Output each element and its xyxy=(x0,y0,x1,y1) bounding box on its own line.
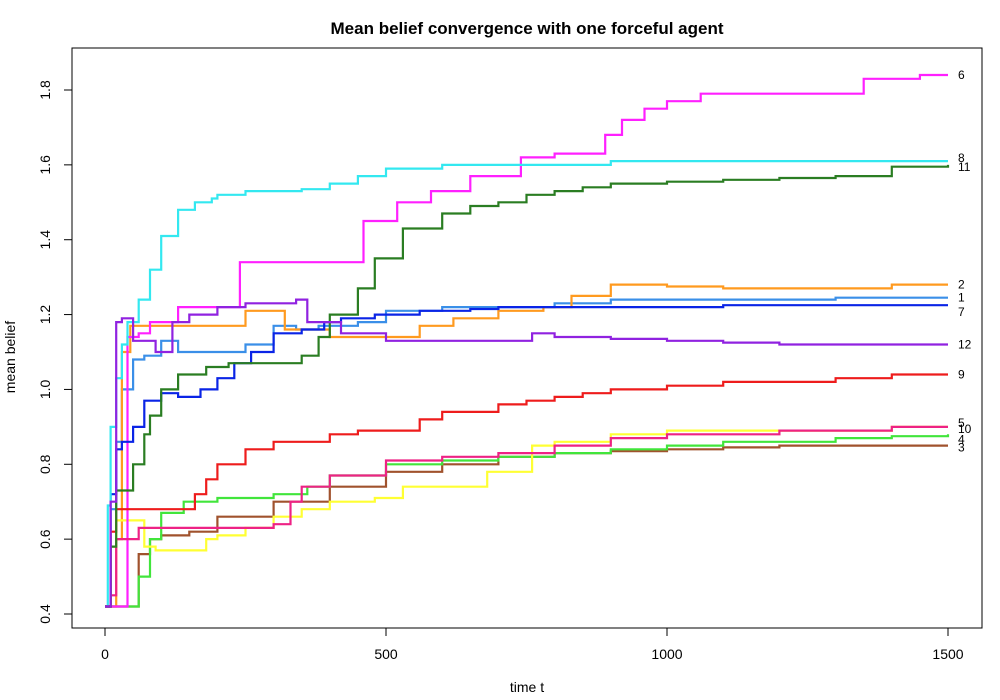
y-axis: 0.4 0.6 0.8 1.0 1.2 1.4 1.6 1.8 xyxy=(37,80,73,624)
series-end-label-5: 5 xyxy=(958,416,965,430)
x-axis-label: time t xyxy=(510,679,544,695)
series-line-2 xyxy=(105,283,948,608)
series-line-9 xyxy=(105,373,948,608)
series-line-10 xyxy=(105,425,948,608)
series-line-7 xyxy=(105,304,948,608)
series-end-label-2: 2 xyxy=(958,278,965,292)
y-tick-label: 1.6 xyxy=(37,155,53,175)
x-axis: 0 500 1000 1500 xyxy=(101,627,964,662)
chart-title: Mean belief convergence with one forcefu… xyxy=(331,19,724,38)
x-tick-label: 1500 xyxy=(932,646,963,662)
y-tick-label: 1.0 xyxy=(37,379,53,399)
series-end-label-12: 12 xyxy=(958,338,972,352)
x-tick-label: 500 xyxy=(374,646,398,662)
x-tick-label: 0 xyxy=(101,646,109,662)
x-tick-label: 1000 xyxy=(651,646,682,662)
series-end-label-1: 1 xyxy=(958,291,965,305)
series-end-label-10: 10 xyxy=(958,422,972,436)
y-tick-label: 0.6 xyxy=(37,529,53,549)
series-lines xyxy=(105,73,950,608)
y-axis-label: mean belief xyxy=(2,321,18,393)
series-line-6 xyxy=(105,73,948,608)
series-line-8 xyxy=(105,160,948,608)
series-line-1 xyxy=(105,296,948,608)
series-end-label-11: 11 xyxy=(958,160,971,174)
series-end-label-3: 3 xyxy=(958,441,965,455)
y-tick-label: 1.8 xyxy=(37,80,53,100)
series-end-label-8: 8 xyxy=(958,151,965,165)
series-line-11 xyxy=(105,164,950,608)
series-end-label-7: 7 xyxy=(958,305,965,319)
series-end-label-9: 9 xyxy=(958,367,965,381)
series-end-label-6: 6 xyxy=(958,68,965,82)
y-tick-label: 0.4 xyxy=(37,604,53,624)
series-line-12 xyxy=(105,298,948,608)
y-tick-label: 1.4 xyxy=(37,230,53,250)
y-tick-label: 1.2 xyxy=(37,305,53,325)
series-end-label-4: 4 xyxy=(958,432,965,446)
y-tick-label: 0.8 xyxy=(37,454,53,474)
series-line-5 xyxy=(105,425,948,608)
